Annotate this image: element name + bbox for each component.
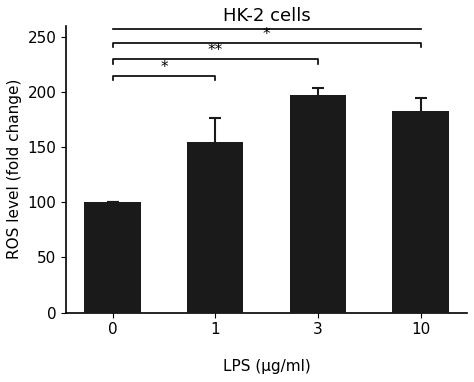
Bar	[392, 111, 449, 312]
Text: LPS (μg/ml): LPS (μg/ml)	[223, 359, 310, 374]
Bar	[290, 96, 346, 312]
Y-axis label: ROS level (fold change): ROS level (fold change)	[7, 79, 22, 259]
Text: *: *	[160, 60, 168, 74]
Text: *: *	[263, 26, 270, 42]
Bar	[187, 142, 244, 312]
Text: HK-2 cells: HK-2 cells	[223, 7, 310, 25]
Text: **: **	[208, 43, 223, 58]
Bar	[84, 202, 141, 312]
